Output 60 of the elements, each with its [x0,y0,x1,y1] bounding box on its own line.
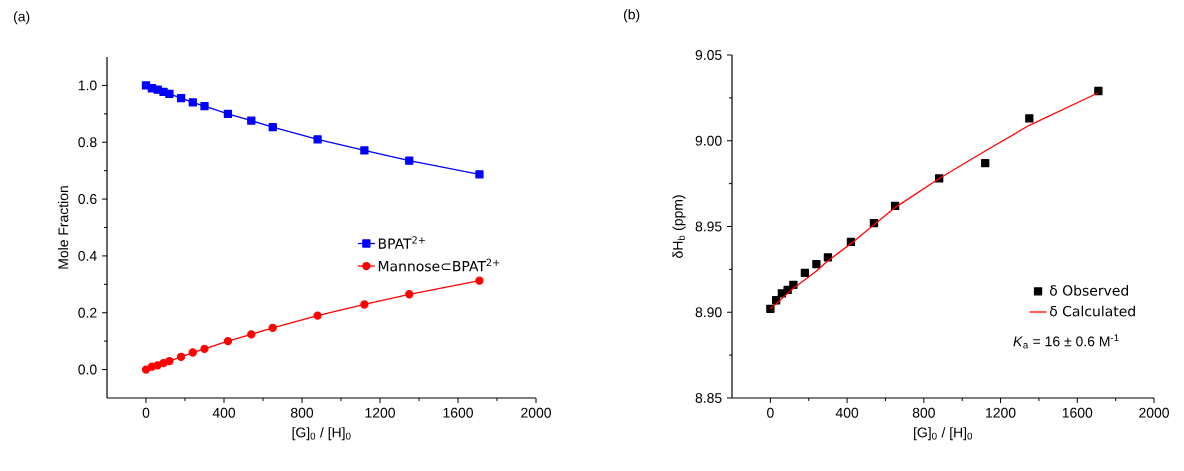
x-axis-title: [G]$_{0}$ / [H]$_{0}$ [914,427,973,441]
x-tick-label: 800 [290,407,314,418]
y-tick-label: 8.95 [695,221,722,232]
x-tick-label: 1200 [365,407,395,418]
point [223,109,233,118]
chart-title: (a) [13,11,30,25]
y-tick-label: 0.4 [78,250,97,261]
x-tick-label: 1600 [1062,407,1093,418]
legend-label: Mannose⊂BPAT$^{2+}$ [378,258,500,272]
point [475,276,484,285]
x-tick-label: 400 [212,407,236,418]
point [223,337,233,346]
point [981,158,990,168]
y-tick-label: 8.85 [695,393,722,403]
point [268,323,277,332]
point [188,98,197,107]
point [200,344,209,353]
point [247,116,256,125]
x-tick-label: 1600 [443,407,473,418]
annotation: K$_{a}$ = 16 ± 0.6 M$^{-1}$ [1013,334,1119,349]
x-tick-label: 0 [142,407,150,418]
x-tick-label: 1200 [986,407,1016,418]
point [812,260,821,269]
point [1025,114,1034,123]
y-tick-label: 0.2 [78,307,97,318]
y-tick-label: 0.6 [78,194,97,205]
y-tick-label: 9.05 [695,50,722,60]
point [313,311,322,320]
point [405,156,414,165]
x-tick-label: 400 [835,407,859,418]
y-tick-label: 9.00 [695,135,722,146]
x-tick-label: 2000 [521,407,551,418]
point [360,146,369,155]
x-axis-title: [G]$_{0}$ / [H]$_{0}$ [292,427,351,441]
point [165,89,174,99]
point [200,102,209,111]
x-tick-label: 2000 [1139,407,1169,418]
point [176,352,186,361]
point [475,170,484,179]
point [360,300,369,309]
legend-label: δ Observed [1049,285,1128,296]
legend-label: δ Calculated [1049,305,1135,317]
y-tick-label: 0.0 [78,364,97,375]
y-axis-title: Mole Fraction [58,186,69,269]
x-tick-label: 800 [912,407,935,418]
y-tick-label: 1.0 [78,80,97,91]
point [800,268,810,277]
y-axis-title: δH$_{b}$ (ppm) [672,195,686,258]
legend-label: BPAT$^{2+}$ [378,236,425,249]
point [405,290,414,299]
x-tick-label: 0 [767,407,774,418]
point [268,123,277,132]
point [165,356,174,366]
y-tick-label: 0.8 [78,137,97,148]
y-tick-label: 8.90 [695,307,722,318]
point [188,348,197,357]
point [176,94,186,103]
point [247,330,256,339]
point [313,135,322,144]
chart-title: (b) [623,9,640,23]
